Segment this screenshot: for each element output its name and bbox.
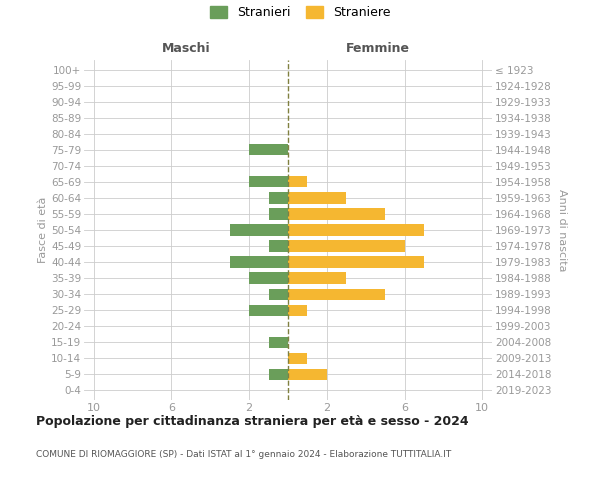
Bar — [288, 208, 385, 220]
Bar — [288, 368, 327, 380]
Bar — [249, 176, 288, 188]
Y-axis label: Fasce di età: Fasce di età — [38, 197, 48, 263]
Bar — [230, 256, 288, 268]
Bar — [269, 240, 288, 252]
Bar — [249, 144, 288, 156]
Bar — [249, 304, 288, 316]
Bar — [288, 176, 307, 188]
Bar — [288, 192, 346, 203]
Bar — [249, 272, 288, 283]
Legend: Stranieri, Straniere: Stranieri, Straniere — [209, 6, 391, 19]
Bar — [230, 224, 288, 235]
Text: COMUNE DI RIOMAGGIORE (SP) - Dati ISTAT al 1° gennaio 2024 - Elaborazione TUTTIT: COMUNE DI RIOMAGGIORE (SP) - Dati ISTAT … — [36, 450, 451, 459]
Bar — [269, 192, 288, 203]
Bar — [288, 352, 307, 364]
Bar — [288, 240, 404, 252]
Bar — [288, 224, 424, 235]
Bar — [269, 368, 288, 380]
Bar — [288, 304, 307, 316]
Bar — [269, 288, 288, 300]
Y-axis label: Anni di nascita: Anni di nascita — [557, 188, 567, 271]
Bar — [288, 256, 424, 268]
Bar — [288, 288, 385, 300]
Bar — [269, 336, 288, 348]
Bar — [269, 208, 288, 220]
Text: Maschi: Maschi — [161, 42, 211, 55]
Text: Femmine: Femmine — [346, 42, 410, 55]
Bar — [288, 272, 346, 283]
Text: Popolazione per cittadinanza straniera per età e sesso - 2024: Popolazione per cittadinanza straniera p… — [36, 415, 469, 428]
